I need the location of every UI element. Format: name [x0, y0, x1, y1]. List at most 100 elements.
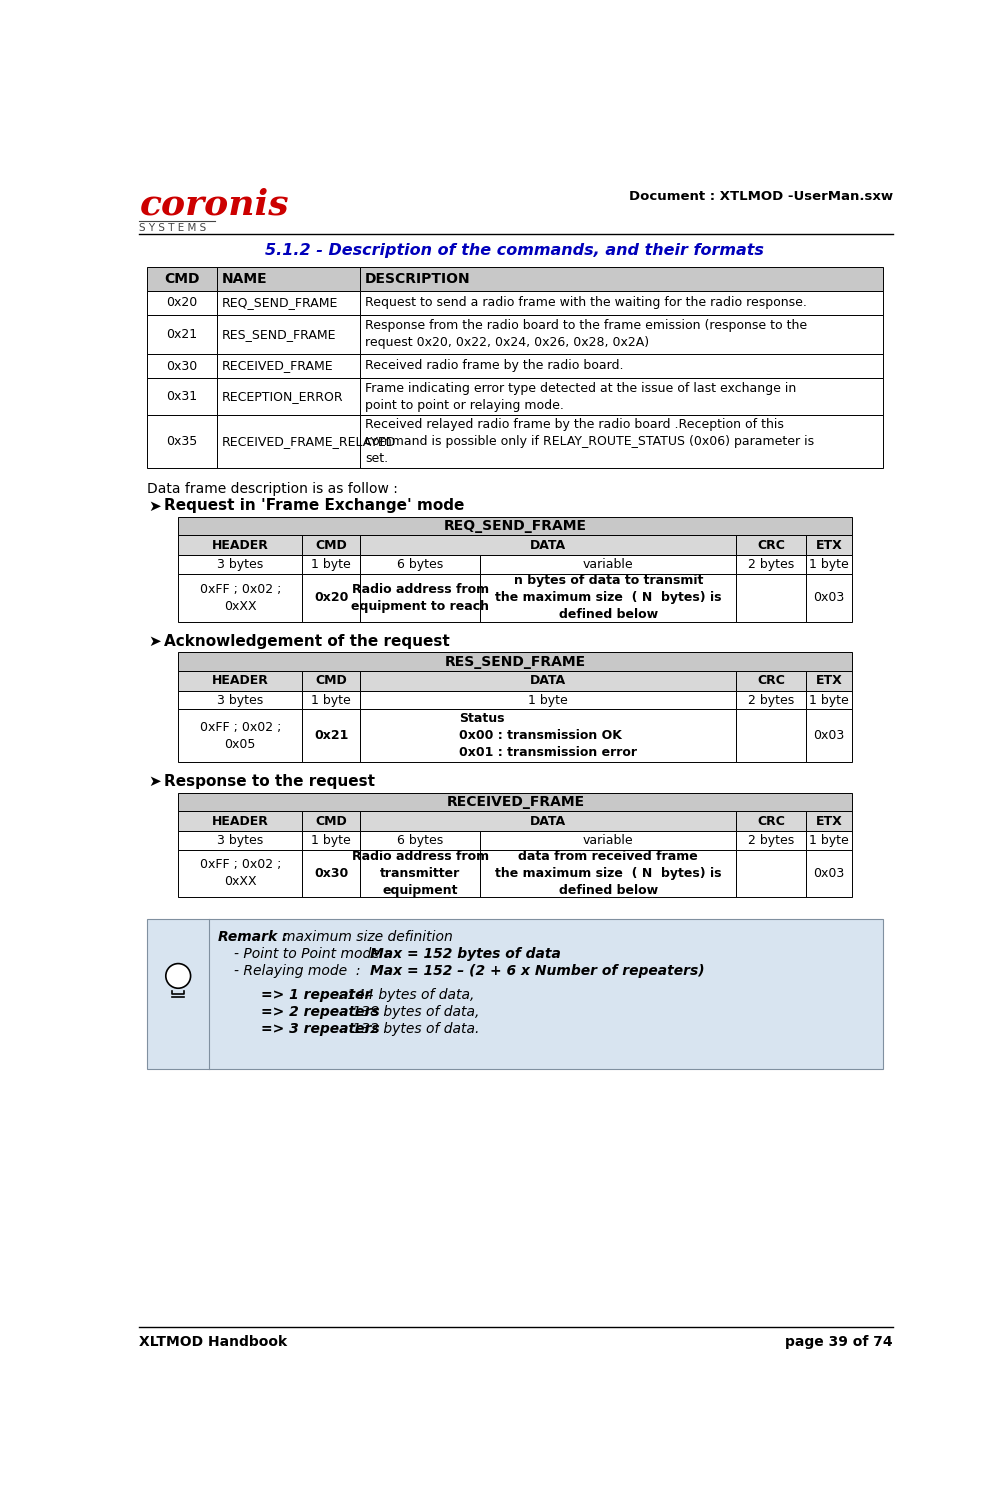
Text: CRC: CRC	[756, 539, 784, 553]
Bar	[178, 574, 302, 622]
Text: ➤: ➤	[148, 775, 161, 790]
Text: 1 byte: 1 byte	[528, 693, 568, 707]
Bar	[735, 692, 805, 710]
Bar	[178, 670, 302, 692]
Bar	[147, 267, 217, 290]
Text: 0x21: 0x21	[166, 328, 198, 341]
Bar	[178, 536, 302, 556]
Text: 0x20: 0x20	[314, 592, 348, 604]
Bar	[302, 831, 360, 850]
Bar	[178, 516, 852, 536]
Bar	[360, 811, 735, 830]
Text: data from received frame
the maximum size  ( N  bytes) is
defined below: data from received frame the maximum siz…	[494, 850, 721, 897]
Text: ➤: ➤	[148, 498, 161, 513]
Text: CMD: CMD	[164, 272, 200, 285]
Text: Acknowledgement of the request: Acknowledgement of the request	[164, 634, 449, 649]
Text: Max = 152 – (2 + 6 x Number of repeaters): Max = 152 – (2 + 6 x Number of repeaters…	[369, 963, 703, 977]
Bar	[217, 267, 360, 290]
Bar	[302, 670, 360, 692]
Bar	[147, 379, 217, 415]
Bar	[480, 831, 735, 850]
Text: 1 byte: 1 byte	[311, 834, 351, 847]
Text: REQ_SEND_FRAME: REQ_SEND_FRAME	[443, 519, 586, 533]
Text: 0x20: 0x20	[166, 296, 198, 310]
Text: 0x31: 0x31	[166, 390, 198, 403]
Text: 0xFF ; 0x02 ;
0xXX: 0xFF ; 0x02 ; 0xXX	[200, 858, 281, 888]
Text: HEADER: HEADER	[212, 675, 269, 687]
Text: RECEIVED_FRAME: RECEIVED_FRAME	[222, 359, 333, 373]
Text: 2 bytes: 2 bytes	[747, 834, 793, 847]
Text: Frame indicating error type detected at the issue of last exchange in
point to p: Frame indicating error type detected at …	[365, 382, 795, 412]
Bar	[217, 290, 360, 316]
Text: 0x03: 0x03	[812, 867, 844, 880]
Text: HEADER: HEADER	[212, 814, 269, 827]
Text: 6 bytes: 6 bytes	[397, 834, 443, 847]
Bar	[360, 574, 480, 622]
Text: RES_SEND_FRAME: RES_SEND_FRAME	[222, 328, 336, 341]
Text: 0xFF ; 0x02 ;
0xXX: 0xFF ; 0x02 ; 0xXX	[200, 583, 281, 613]
Bar	[360, 415, 883, 468]
Bar	[178, 710, 302, 761]
Bar	[735, 556, 805, 574]
Text: 0x21: 0x21	[314, 729, 348, 741]
Text: DATA: DATA	[530, 539, 566, 553]
Text: ETX: ETX	[815, 539, 842, 553]
Bar	[217, 415, 360, 468]
Text: Remark :: Remark :	[219, 930, 288, 944]
Bar	[217, 353, 360, 379]
Bar	[805, 811, 852, 830]
Text: - Point to Point mode :: - Point to Point mode :	[234, 947, 388, 960]
Text: 1 byte: 1 byte	[808, 693, 849, 707]
Bar	[147, 920, 883, 1069]
Text: RECEIVED_FRAME_RELAYED: RECEIVED_FRAME_RELAYED	[222, 435, 395, 448]
Text: NAME: NAME	[222, 272, 267, 285]
Text: HEADER: HEADER	[212, 539, 269, 553]
Bar	[178, 793, 852, 811]
Text: 0x03: 0x03	[812, 729, 844, 741]
Text: 3 bytes: 3 bytes	[217, 559, 263, 571]
Bar	[360, 379, 883, 415]
Text: => 3 repeaters: => 3 repeaters	[261, 1022, 379, 1036]
Bar	[147, 290, 217, 316]
Bar	[805, 710, 852, 761]
Bar	[805, 692, 852, 710]
Bar	[360, 831, 480, 850]
Text: 1 byte: 1 byte	[311, 693, 351, 707]
Text: Received radio frame by the radio board.: Received radio frame by the radio board.	[365, 359, 623, 373]
Text: 5.1.2 - Description of the commands, and their formats: 5.1.2 - Description of the commands, and…	[265, 243, 763, 258]
Bar	[735, 670, 805, 692]
Text: RES_SEND_FRAME: RES_SEND_FRAME	[444, 655, 586, 669]
Text: => 2 repeaters: => 2 repeaters	[261, 1006, 379, 1019]
Bar	[302, 574, 360, 622]
Bar	[360, 536, 735, 556]
Text: variable: variable	[583, 559, 633, 571]
Text: RECEIVED_FRAME: RECEIVED_FRAME	[445, 794, 584, 809]
Text: 2 bytes: 2 bytes	[747, 559, 793, 571]
Bar	[360, 850, 480, 897]
Text: ETX: ETX	[815, 814, 842, 827]
Bar	[302, 536, 360, 556]
Bar	[178, 811, 302, 830]
Bar	[735, 536, 805, 556]
Bar	[735, 574, 805, 622]
Bar	[217, 379, 360, 415]
Bar	[302, 850, 360, 897]
Bar	[360, 710, 735, 761]
Text: : 132 bytes of data.: : 132 bytes of data.	[339, 1022, 479, 1036]
Bar	[480, 556, 735, 574]
Text: Request to send a radio frame with the waiting for the radio response.: Request to send a radio frame with the w…	[365, 296, 806, 310]
Bar	[805, 574, 852, 622]
Text: Radio address from
transmitter
equipment: Radio address from transmitter equipment	[351, 850, 488, 897]
Text: Response from the radio board to the frame emission (response to the
request 0x2: Response from the radio board to the fra…	[365, 320, 806, 349]
Bar	[302, 710, 360, 761]
Text: 3 bytes: 3 bytes	[217, 693, 263, 707]
Text: CMD: CMD	[315, 675, 347, 687]
Text: : 138 bytes of data,: : 138 bytes of data,	[339, 1006, 479, 1019]
Bar	[147, 353, 217, 379]
Text: DESCRIPTION: DESCRIPTION	[365, 272, 470, 285]
Text: 1 byte: 1 byte	[311, 559, 351, 571]
Bar	[735, 811, 805, 830]
Text: 0x30: 0x30	[314, 867, 348, 880]
Text: Document : XTLMOD -UserMan.sxw: Document : XTLMOD -UserMan.sxw	[628, 190, 892, 204]
Text: Max = 152 bytes of data: Max = 152 bytes of data	[369, 947, 560, 960]
